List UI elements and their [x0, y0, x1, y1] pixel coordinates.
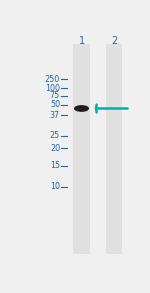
Text: 25: 25	[50, 131, 60, 140]
Text: 250: 250	[45, 75, 60, 84]
Ellipse shape	[74, 105, 89, 112]
Text: 100: 100	[45, 84, 60, 93]
Text: 1: 1	[78, 36, 85, 46]
Bar	[106, 44, 122, 254]
Text: 50: 50	[50, 100, 60, 109]
Text: 37: 37	[50, 111, 60, 120]
Text: 2: 2	[111, 36, 117, 46]
Text: 20: 20	[50, 144, 60, 153]
Text: 10: 10	[50, 182, 60, 191]
Text: 15: 15	[50, 161, 60, 170]
Text: 75: 75	[50, 91, 60, 100]
Bar	[73, 44, 90, 254]
